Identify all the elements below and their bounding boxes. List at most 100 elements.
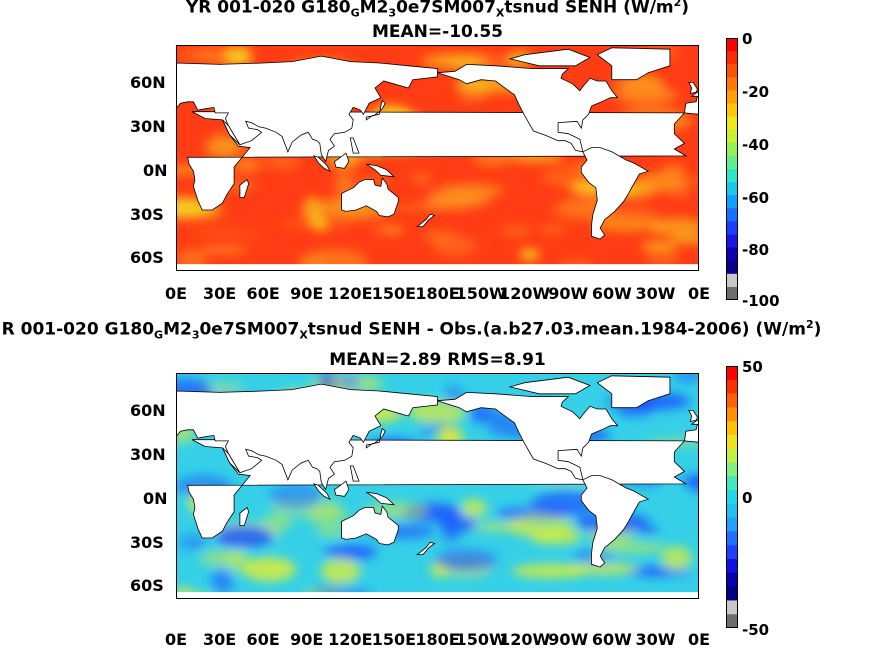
land-n-america	[437, 63, 619, 153]
panel2-xtick: 120W	[499, 630, 551, 649]
colorbar-swatch	[726, 503, 738, 519]
panel1-xtick: 180E	[415, 284, 460, 303]
land-uk	[688, 82, 698, 95]
panel1-map	[176, 45, 699, 271]
colorbar-swatch	[726, 142, 738, 157]
land-arctic-islands	[508, 48, 591, 67]
panel2-xtick: 150E	[371, 630, 417, 649]
colorbar-swatch	[726, 462, 738, 477]
colorbar-swatch	[726, 586, 738, 601]
land-borneo	[333, 152, 350, 169]
panel2-xtick: 180E	[415, 630, 460, 649]
land-new-guinea	[366, 491, 396, 506]
land-japan	[365, 99, 386, 121]
colorbar-swatch	[726, 195, 738, 209]
panel1-cb-tick-100: -100	[742, 292, 780, 310]
land-arctic-islands	[508, 376, 591, 395]
colorbar-swatch	[726, 129, 738, 144]
colorbar-swatch	[726, 434, 738, 450]
panel2-ytick-60s: 60S	[130, 576, 164, 595]
panel2-xtick: 30E	[202, 630, 237, 649]
panel1-xtick: 150E	[371, 284, 417, 303]
panel1-xtick: 0E	[687, 284, 711, 303]
land-eurasia-east	[176, 383, 438, 491]
panel1-subtitle: MEAN=-10.55	[372, 22, 503, 42]
colorbar-swatch	[726, 476, 738, 491]
land-madagascar	[239, 178, 250, 198]
panel1-xtick: 60W	[591, 284, 632, 303]
colorbar-swatch	[726, 273, 738, 288]
colorbar-swatch	[726, 221, 738, 235]
panel1-xtick: 60E	[246, 284, 280, 303]
land-australia	[341, 505, 399, 546]
panel2-xtick: 90W	[548, 630, 589, 649]
colorbar-swatch	[726, 208, 738, 222]
land-japan	[365, 427, 386, 449]
panel1-xtick: 90E	[290, 284, 324, 303]
colorbar-swatch	[726, 448, 738, 464]
colorbar-swatch	[726, 90, 738, 104]
land-greenland	[596, 375, 671, 409]
panel2-ytick-30s: 30S	[130, 533, 164, 552]
land-philippines	[349, 137, 360, 154]
colorbar-swatch	[726, 103, 738, 118]
land-s-america	[580, 475, 650, 568]
panel2-ytick-0n: 0N	[143, 489, 168, 508]
colorbar-swatch	[726, 182, 738, 196]
colorbar-swatch	[726, 366, 738, 381]
panel1-xtick: 0E	[164, 284, 188, 303]
colorbar-swatch	[726, 614, 738, 628]
panel2-subtitle: MEAN=2.89 RMS=8.91	[329, 350, 546, 370]
panel1-cb-tick-60: -60	[742, 189, 770, 207]
colorbar-frame	[726, 366, 738, 628]
panel1-cb-tick-20: -20	[742, 83, 770, 101]
land-sumatra	[313, 483, 331, 501]
land-greenland	[596, 47, 671, 81]
colorbar-swatch	[726, 77, 738, 91]
panel2-xtick: 60W	[591, 630, 632, 649]
land-arabia-link	[222, 119, 241, 146]
colorbar-swatch	[726, 421, 738, 436]
panel1-cb-tick-0: 0	[742, 30, 753, 48]
panel1-xtick: 30E	[202, 284, 237, 303]
panel1-title: YR 001-020 G180GM230e7SM007Xtsnud SENH (…	[185, 0, 690, 20]
panel1-ytick-30s: 30S	[130, 205, 164, 224]
panel2-map	[176, 373, 699, 599]
colorbar-swatch	[726, 116, 738, 131]
land-europe-west	[684, 91, 699, 115]
panel2-cb-tick-minus50: -50	[742, 621, 770, 639]
land-new-zealand	[416, 213, 436, 228]
colorbar-swatch	[726, 234, 738, 249]
map-frame	[176, 45, 699, 271]
panel2-title: R 001-020 G180GM230e7SM007Xtsnud SENH - …	[1, 318, 822, 342]
panel1-colorbar	[726, 38, 738, 300]
panel2-xtick: 120E	[328, 630, 373, 649]
panel1-ytick-60n: 60N	[130, 73, 166, 92]
land-arabia-link	[222, 447, 241, 474]
panel2-colorbar	[726, 366, 738, 628]
map-frame	[176, 373, 699, 599]
colorbar-swatch	[726, 407, 738, 422]
colorbar-swatch	[726, 600, 738, 615]
land-madagascar	[239, 506, 250, 526]
panel2-cb-tick-50: 50	[742, 358, 763, 376]
panel2-cb-tick-0: 0	[742, 489, 753, 507]
panel2-xtick: 90E	[290, 630, 324, 649]
colorbar-swatch	[726, 260, 738, 275]
panel2-xtick: 60E	[246, 630, 280, 649]
colorbar-swatch	[726, 64, 738, 78]
land-borneo	[333, 480, 350, 497]
panel1-ytick-30n: 30N	[130, 117, 166, 136]
continents	[176, 375, 699, 599]
colorbar-swatch	[726, 490, 738, 505]
panel1-cb-tick-80: -80	[742, 241, 770, 259]
land-eurasia-east	[176, 55, 438, 163]
panel2-xtick: 150W	[455, 630, 507, 649]
land-philippines	[349, 465, 360, 482]
colorbar-swatch	[726, 393, 738, 408]
colorbar-swatch	[726, 169, 738, 183]
panel2-ytick-30n: 30N	[130, 445, 166, 464]
colorbar-swatch	[726, 51, 738, 65]
panel1-ytick-60s: 60S	[130, 248, 164, 267]
colorbar-swatch	[726, 531, 738, 546]
